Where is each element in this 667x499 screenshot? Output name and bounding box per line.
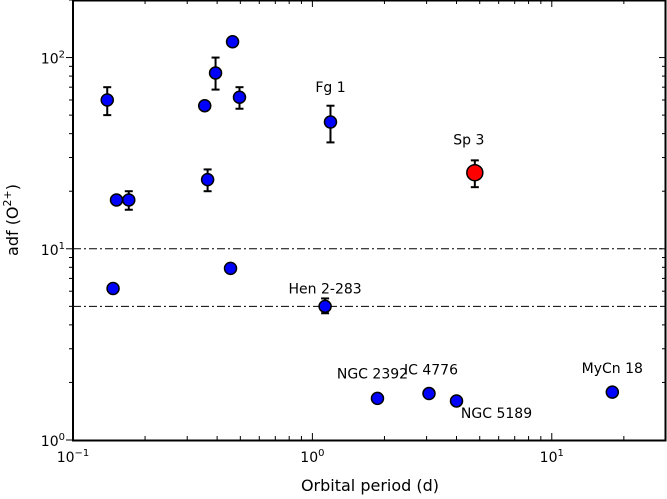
data-point xyxy=(106,281,120,296)
data-point xyxy=(232,86,247,110)
data-point xyxy=(109,193,124,207)
y-tick-label: 102 xyxy=(41,50,65,68)
point-marker xyxy=(232,90,247,105)
data-point xyxy=(449,394,464,408)
x-axis-label: Orbital period (d) xyxy=(301,476,439,495)
y-axis-label: adf (O2+) xyxy=(1,184,22,256)
data-point xyxy=(122,190,136,211)
point-marker xyxy=(370,391,385,406)
y-tick-label: 101 xyxy=(41,241,65,259)
x-tick-label: 100 xyxy=(300,448,324,466)
point-label: Sp 3 xyxy=(453,133,484,149)
x-tick-label: 10−1 xyxy=(57,448,90,466)
point-label: NGC 5189 xyxy=(461,406,532,422)
point-marker xyxy=(109,193,124,207)
x-tick-label: 101 xyxy=(540,448,564,466)
point-marker xyxy=(449,394,464,408)
point-marker xyxy=(200,172,215,187)
point-marker xyxy=(106,281,120,296)
point-label: IC 4776 xyxy=(404,363,458,379)
y-tick-label: 100 xyxy=(41,432,65,450)
point-marker xyxy=(466,163,484,182)
point-label: Fg 1 xyxy=(315,80,345,96)
data-point xyxy=(605,385,620,399)
point-marker xyxy=(422,386,436,401)
data-point xyxy=(323,104,338,144)
point-marker xyxy=(208,66,223,80)
y-axis: 100 101 102 xyxy=(41,0,666,450)
reference-lines xyxy=(73,248,666,307)
data-point xyxy=(197,98,212,113)
point-marker xyxy=(225,34,240,49)
point-marker xyxy=(223,261,238,276)
plot-frame xyxy=(72,0,667,442)
data-point xyxy=(208,56,223,91)
point-label: NGC 2392 xyxy=(337,366,408,382)
data-point xyxy=(370,391,385,406)
point-label: Hen 2-283 xyxy=(289,281,362,297)
point-label: MyCn 18 xyxy=(582,361,643,377)
point-marker xyxy=(197,98,212,113)
point-marker xyxy=(318,299,332,314)
data-point xyxy=(225,34,240,49)
data-point xyxy=(223,261,238,276)
data-points xyxy=(100,34,620,408)
data-point xyxy=(200,168,215,193)
data-point xyxy=(422,386,436,401)
point-marker xyxy=(100,93,114,107)
point-marker xyxy=(323,115,338,129)
data-point xyxy=(100,86,114,117)
data-point xyxy=(466,159,484,189)
x-axis: 10−1 100 101 xyxy=(57,0,667,466)
point-marker xyxy=(605,385,620,399)
point-marker xyxy=(122,193,136,207)
data-point xyxy=(318,297,332,315)
